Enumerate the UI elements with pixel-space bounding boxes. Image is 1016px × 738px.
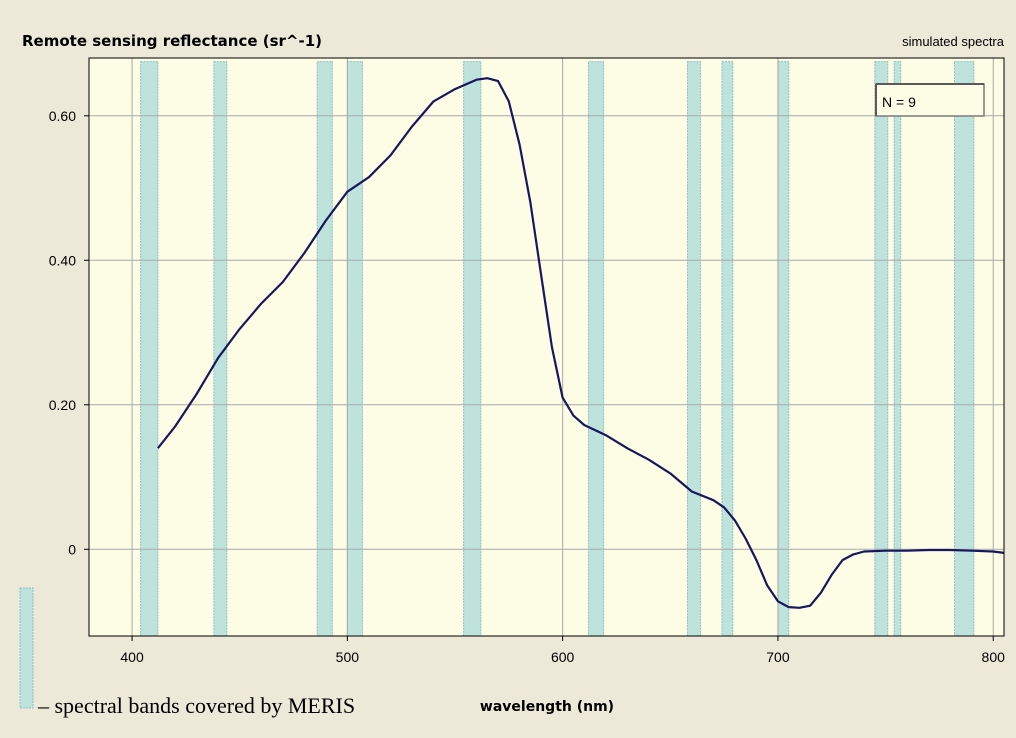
y-tick-label-0: 0 <box>68 541 76 557</box>
band-0 <box>140 61 159 637</box>
band-10 <box>893 61 902 637</box>
band-8 <box>777 61 790 637</box>
x-tick-label-3: 700 <box>766 649 790 665</box>
x-tick-label-1: 500 <box>336 649 360 665</box>
y-axis: 0 0.20 0.40 0.60 <box>49 108 89 557</box>
plot-area <box>88 57 1005 637</box>
band-7 <box>721 61 734 637</box>
band-6 <box>687 61 701 637</box>
x-axis: 400 500 600 700 800 <box>120 636 1005 665</box>
meris-bands <box>140 61 975 637</box>
band-1 <box>213 61 228 637</box>
chart-subtitle: simulated spectra <box>902 34 1005 49</box>
n-annotation: N = 9 <box>882 94 916 110</box>
n-annotation-box: N = 9 <box>875 83 985 117</box>
band-9 <box>874 61 889 637</box>
x-tick-label-2: 600 <box>551 649 575 665</box>
band-4 <box>463 61 482 637</box>
series-lines <box>157 77 1005 609</box>
x-tick-label-0: 400 <box>120 649 144 665</box>
legend: – spectral bands covered by MERIS <box>19 587 355 718</box>
series-line-0 <box>157 77 1005 609</box>
chart-title: Remote sensing reflectance (sr^-1) <box>22 32 322 50</box>
plot-frame <box>88 57 1005 637</box>
legend-text: – spectral bands covered by MERIS <box>37 693 355 718</box>
y-tick-label-2: 0.40 <box>49 252 76 268</box>
grid-lines <box>89 58 1004 636</box>
band-5 <box>587 61 605 637</box>
legend-swatch <box>19 587 34 709</box>
x-tick-label-4: 800 <box>982 649 1006 665</box>
band-3 <box>346 61 363 637</box>
x-axis-label: wavelength (nm) <box>480 699 614 715</box>
y-tick-label-1: 0.20 <box>49 397 76 413</box>
y-tick-label-3: 0.60 <box>49 108 76 124</box>
band-2 <box>316 61 333 637</box>
